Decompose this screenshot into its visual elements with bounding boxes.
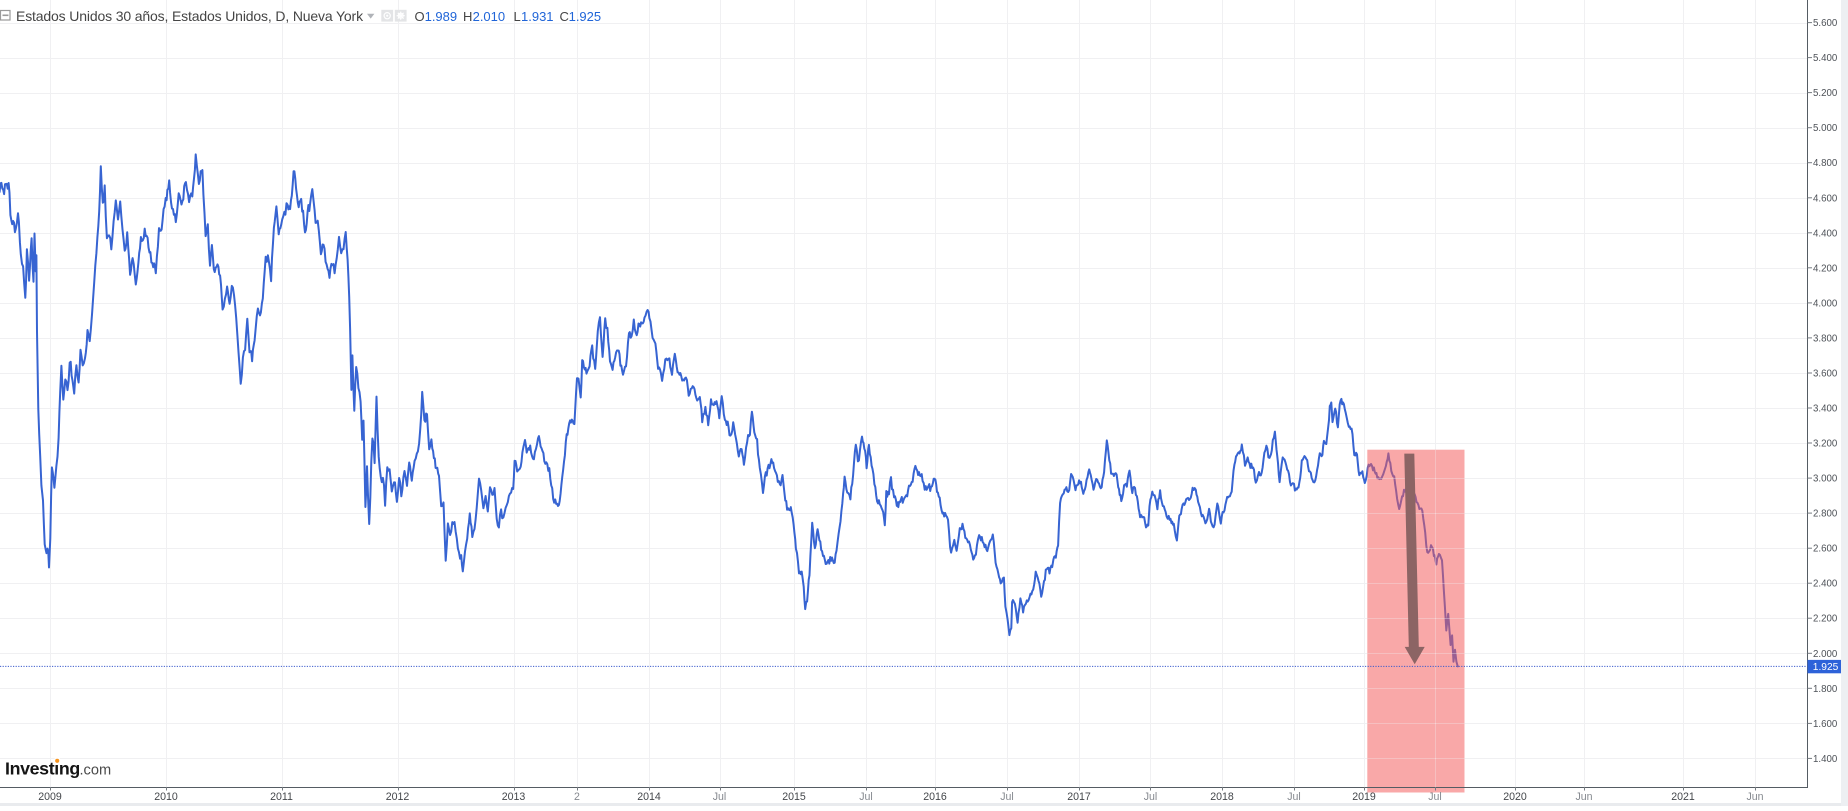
svg-text:2017: 2017: [1067, 791, 1091, 803]
svg-text:2: 2: [574, 791, 580, 803]
svg-text:L: L: [514, 9, 521, 24]
svg-text:O: O: [415, 9, 425, 24]
svg-text:2010: 2010: [154, 791, 178, 803]
svg-text:3.400: 3.400: [1813, 404, 1838, 415]
svg-text:4.200: 4.200: [1813, 263, 1838, 274]
svg-text:2021: 2021: [1671, 791, 1695, 803]
svg-text:2.000: 2.000: [1813, 649, 1838, 660]
svg-text:3.600: 3.600: [1813, 369, 1838, 380]
svg-text:1.800: 1.800: [1813, 684, 1838, 695]
svg-text:4.400: 4.400: [1813, 228, 1838, 239]
svg-text:1.400: 1.400: [1813, 754, 1838, 765]
svg-text:Investing: Investing: [5, 759, 80, 779]
svg-text:2018: 2018: [1210, 791, 1234, 803]
svg-text:2015: 2015: [782, 791, 806, 803]
svg-text:2020: 2020: [1503, 791, 1527, 803]
svg-text:5.400: 5.400: [1813, 53, 1838, 64]
svg-text:2016: 2016: [923, 791, 947, 803]
svg-text:Jul: Jul: [1144, 791, 1158, 803]
svg-text:2011: 2011: [270, 791, 293, 803]
svg-text:Jul: Jul: [1428, 791, 1442, 803]
svg-text:2009: 2009: [38, 791, 62, 803]
svg-text:2.200: 2.200: [1813, 614, 1838, 625]
svg-text:1.925: 1.925: [569, 9, 602, 24]
svg-text:3.200: 3.200: [1813, 439, 1838, 450]
svg-text:1.931: 1.931: [521, 9, 554, 24]
svg-text:3.800: 3.800: [1813, 333, 1838, 344]
svg-text:H: H: [463, 9, 472, 24]
svg-text:5.000: 5.000: [1813, 123, 1838, 134]
svg-text:4.800: 4.800: [1813, 158, 1838, 169]
svg-text:2019: 2019: [1352, 791, 1376, 803]
svg-text:4.600: 4.600: [1813, 193, 1838, 204]
svg-text:2.400: 2.400: [1813, 579, 1838, 590]
svg-text:1.925: 1.925: [1813, 662, 1839, 673]
svg-text:Estados Unidos 30 años, Estado: Estados Unidos 30 años, Estados Unidos, …: [16, 8, 364, 24]
svg-text:2012: 2012: [386, 791, 410, 803]
svg-text:2013: 2013: [502, 791, 526, 803]
svg-text:5.600: 5.600: [1813, 18, 1838, 29]
svg-text:4.000: 4.000: [1813, 298, 1838, 309]
svg-text:1.600: 1.600: [1813, 719, 1838, 730]
svg-text:2.800: 2.800: [1813, 509, 1838, 520]
svg-text:C: C: [560, 9, 569, 24]
svg-text:3.000: 3.000: [1813, 474, 1838, 485]
svg-text:Jul: Jul: [713, 791, 727, 803]
svg-text:.com: .com: [80, 763, 112, 779]
svg-text:Jul: Jul: [1287, 791, 1301, 803]
svg-text:1.989: 1.989: [425, 9, 458, 24]
svg-text:Jun: Jun: [1575, 791, 1592, 803]
svg-text:5.200: 5.200: [1813, 88, 1838, 99]
svg-text:2.010: 2.010: [473, 9, 506, 24]
svg-text:Jul: Jul: [859, 791, 873, 803]
svg-text:2014: 2014: [637, 791, 661, 803]
svg-text:Jun: Jun: [1746, 791, 1763, 803]
svg-text:Jul: Jul: [1000, 791, 1014, 803]
svg-text:2.600: 2.600: [1813, 544, 1838, 555]
